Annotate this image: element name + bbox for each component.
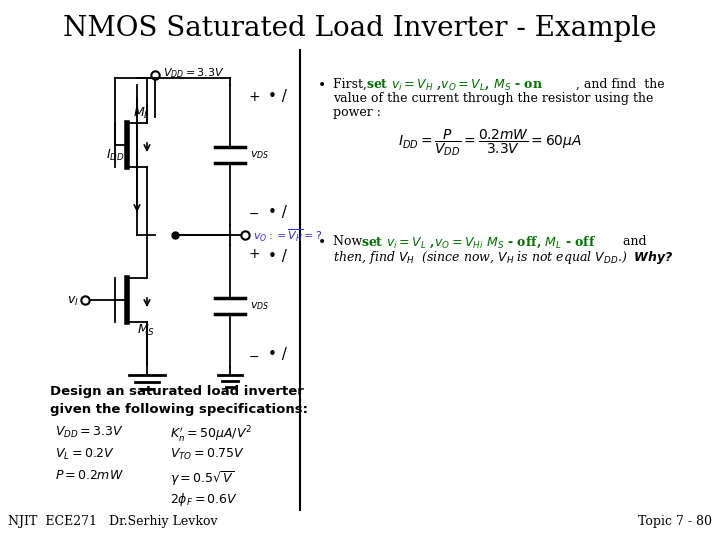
Text: and: and <box>619 235 647 248</box>
Text: $V_{TO} = 0.75V$: $V_{TO} = 0.75V$ <box>170 447 245 462</box>
Text: NJIT  ECE271   Dr.Serhiy Levkov: NJIT ECE271 Dr.Serhiy Levkov <box>8 515 217 528</box>
Text: $2\phi_F = 0.6V$: $2\phi_F = 0.6V$ <box>170 491 238 508</box>
Text: set $v_i = V_H$ ,$v_O= V_L$, $M_S$ - on: set $v_i = V_H$ ,$v_O= V_L$, $M_S$ - on <box>366 78 543 92</box>
Text: Design an saturated load inverter
given the following specifications:: Design an saturated load inverter given … <box>50 385 308 416</box>
Text: $I_{DD}$: $I_{DD}$ <box>107 147 125 163</box>
Text: $V_L = 0.2V$: $V_L = 0.2V$ <box>55 447 114 462</box>
Text: $v_O : = \overline{V_H} = ?$: $v_O : = \overline{V_H} = ?$ <box>253 228 323 244</box>
Text: $V_{DD} = 3.3V$: $V_{DD} = 3.3V$ <box>55 425 124 440</box>
Text: $-$: $-$ <box>248 207 259 220</box>
Text: NMOS Saturated Load Inverter - Example: NMOS Saturated Load Inverter - Example <box>63 15 657 42</box>
Text: +: + <box>248 90 260 104</box>
Text: $v_{DS}$: $v_{DS}$ <box>250 149 269 161</box>
Text: $\gamma = 0.5\sqrt{V}$: $\gamma = 0.5\sqrt{V}$ <box>170 469 234 488</box>
Text: • /: • / <box>268 206 287 220</box>
Text: • /: • / <box>268 249 287 265</box>
Text: set $v_i = V_L$ ,$v_O= V_{Hi}$ $M_S$ - off, $M_L$ - off: set $v_i = V_L$ ,$v_O= V_{Hi}$ $M_S$ - o… <box>361 235 596 251</box>
Text: $-$: $-$ <box>248 350 259 363</box>
Text: $V_{DD} = 3.3V$: $V_{DD} = 3.3V$ <box>163 66 224 80</box>
Text: •: • <box>318 78 326 92</box>
Text: power :: power : <box>333 106 381 119</box>
Text: First,: First, <box>333 78 371 91</box>
Text: +: + <box>248 247 260 261</box>
Text: Now: Now <box>333 235 366 248</box>
Text: •: • <box>318 235 326 249</box>
Text: $I_{DD} = \dfrac{P}{V_{DD}} = \dfrac{0.2mW}{3.3V} = 60\mu A$: $I_{DD} = \dfrac{P}{V_{DD}} = \dfrac{0.2… <box>398 127 582 158</box>
Text: Topic 7 - 80: Topic 7 - 80 <box>638 515 712 528</box>
Text: $M_S$: $M_S$ <box>137 322 155 338</box>
Text: • /: • / <box>268 90 287 105</box>
Text: $P = 0.2mW$: $P = 0.2mW$ <box>55 469 124 482</box>
Text: $v_I$: $v_I$ <box>67 294 78 308</box>
Text: then, find $V_H$  (since now, $V_H$ is not equal $V_{DD}$.)  $\bfit{Why?}$: then, find $V_H$ (since now, $V_H$ is no… <box>333 249 674 266</box>
Text: value of the current through the resistor using the: value of the current through the resisto… <box>333 92 653 105</box>
Text: $K_n^{\prime} = 50\mu A/V^2$: $K_n^{\prime} = 50\mu A/V^2$ <box>170 425 252 445</box>
Text: • /: • / <box>268 348 287 362</box>
Text: $M_L$: $M_L$ <box>133 105 150 120</box>
Text: $v_{DS}$: $v_{DS}$ <box>250 300 269 312</box>
Text: , and find  the: , and find the <box>576 78 665 91</box>
